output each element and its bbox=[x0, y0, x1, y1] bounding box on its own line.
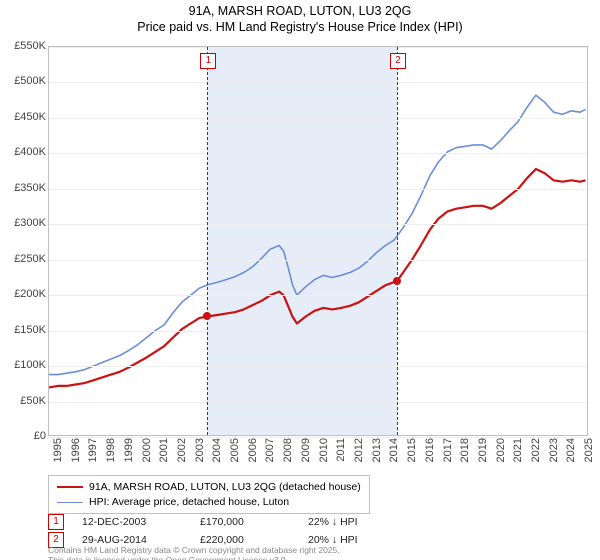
gridline bbox=[49, 295, 587, 296]
sale-marker-box: 1 bbox=[200, 53, 216, 69]
x-tick-label: 1998 bbox=[105, 438, 117, 478]
gridline bbox=[49, 82, 587, 83]
x-tick-label: 2014 bbox=[388, 438, 400, 478]
x-tick-label: 2020 bbox=[495, 438, 507, 478]
y-tick-label: £200K bbox=[2, 288, 46, 300]
x-tick-label: 2012 bbox=[353, 438, 365, 478]
sale-row: 1 12-DEC-2003 £170,000 22% ↓ HPI bbox=[48, 514, 358, 530]
y-tick-label: £450K bbox=[2, 111, 46, 123]
y-tick-label: £100K bbox=[2, 359, 46, 371]
x-tick-label: 2000 bbox=[141, 438, 153, 478]
gridline bbox=[49, 47, 587, 48]
x-tick-label: 2016 bbox=[424, 438, 436, 478]
x-tick-label: 2015 bbox=[406, 438, 418, 478]
y-tick-label: £50K bbox=[2, 395, 46, 407]
x-tick-label: 2004 bbox=[211, 438, 223, 478]
x-tick-label: 2022 bbox=[530, 438, 542, 478]
gridline bbox=[49, 153, 587, 154]
chart-titles: 91A, MARSH ROAD, LUTON, LU3 2QG Price pa… bbox=[0, 0, 600, 35]
x-tick-label: 2001 bbox=[158, 438, 170, 478]
legend: 91A, MARSH ROAD, LUTON, LU3 2QG (detache… bbox=[48, 475, 370, 514]
series-hpi bbox=[49, 95, 586, 374]
copyright-line-2: This data is licensed under the Open Gov… bbox=[48, 556, 340, 560]
gridline bbox=[49, 118, 587, 119]
gridline bbox=[49, 366, 587, 367]
x-tick-label: 2011 bbox=[335, 438, 347, 478]
legend-swatch bbox=[57, 502, 83, 503]
legend-label: HPI: Average price, detached house, Luto… bbox=[89, 495, 289, 510]
y-tick-label: £0 bbox=[2, 430, 46, 442]
x-tick-label: 2006 bbox=[247, 438, 259, 478]
title-line-1: 91A, MARSH ROAD, LUTON, LU3 2QG bbox=[0, 4, 600, 20]
legend-row: 91A, MARSH ROAD, LUTON, LU3 2QG (detache… bbox=[57, 480, 361, 495]
legend-row: HPI: Average price, detached house, Luto… bbox=[57, 495, 361, 510]
x-tick-label: 2002 bbox=[176, 438, 188, 478]
x-tick-label: 2013 bbox=[371, 438, 383, 478]
x-tick-label: 2018 bbox=[459, 438, 471, 478]
x-tick-label: 2007 bbox=[264, 438, 276, 478]
legend-swatch bbox=[57, 486, 83, 488]
x-tick-label: 2023 bbox=[548, 438, 560, 478]
sale-row-delta: 22% ↓ HPI bbox=[308, 516, 358, 528]
plot-area: 12 bbox=[48, 46, 588, 436]
x-tick-label: 1996 bbox=[70, 438, 82, 478]
x-tick-label: 2003 bbox=[194, 438, 206, 478]
x-tick-label: 2017 bbox=[442, 438, 454, 478]
sale-marker-line bbox=[207, 47, 208, 435]
x-tick-label: 2024 bbox=[565, 438, 577, 478]
sale-row-price: £170,000 bbox=[200, 516, 290, 528]
sale-marker-dot bbox=[203, 312, 211, 320]
gridline bbox=[49, 189, 587, 190]
gridline bbox=[49, 260, 587, 261]
x-tick-label: 2010 bbox=[318, 438, 330, 478]
gridline bbox=[49, 402, 587, 403]
y-tick-label: £400K bbox=[2, 146, 46, 158]
x-tick-label: 1995 bbox=[52, 438, 64, 478]
y-tick-label: £300K bbox=[2, 217, 46, 229]
gridline bbox=[49, 331, 587, 332]
sale-row-date: 12-DEC-2003 bbox=[82, 516, 182, 528]
y-tick-label: £500K bbox=[2, 75, 46, 87]
y-tick-label: £250K bbox=[2, 253, 46, 265]
sale-marker-box: 2 bbox=[390, 53, 406, 69]
x-tick-label: 1997 bbox=[87, 438, 99, 478]
x-tick-label: 2021 bbox=[512, 438, 524, 478]
y-tick-label: £350K bbox=[2, 182, 46, 194]
y-tick-label: £150K bbox=[2, 324, 46, 336]
x-tick-label: 2019 bbox=[477, 438, 489, 478]
copyright: Contains HM Land Registry data © Crown c… bbox=[48, 546, 340, 560]
line-layer bbox=[49, 47, 587, 435]
sale-marker-line bbox=[397, 47, 398, 435]
x-tick-label: 1999 bbox=[123, 438, 135, 478]
sale-row-marker: 1 bbox=[48, 514, 64, 530]
title-line-2: Price paid vs. HM Land Registry's House … bbox=[0, 20, 600, 36]
legend-label: 91A, MARSH ROAD, LUTON, LU3 2QG (detache… bbox=[89, 480, 361, 495]
gridline bbox=[49, 224, 587, 225]
x-tick-label: 2025 bbox=[583, 438, 595, 478]
x-tick-label: 2008 bbox=[282, 438, 294, 478]
sale-marker-dot bbox=[393, 277, 401, 285]
x-tick-label: 2009 bbox=[300, 438, 312, 478]
chart-container: 91A, MARSH ROAD, LUTON, LU3 2QG Price pa… bbox=[0, 0, 600, 560]
x-tick-label: 2005 bbox=[229, 438, 241, 478]
y-tick-label: £550K bbox=[2, 40, 46, 52]
